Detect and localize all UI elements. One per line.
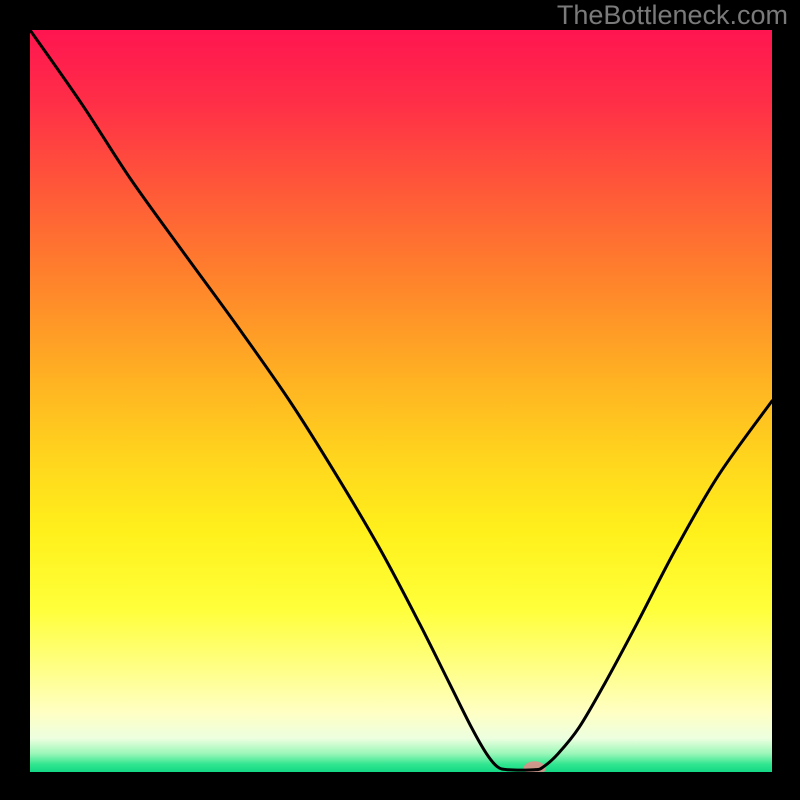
chart-container: { "watermark": { "text": "TheBottleneck.… (0, 0, 800, 800)
watermark-text: TheBottleneck.com (557, 0, 788, 31)
chart-svg (30, 30, 772, 772)
gradient-background (30, 30, 772, 772)
plot-area (30, 30, 772, 772)
